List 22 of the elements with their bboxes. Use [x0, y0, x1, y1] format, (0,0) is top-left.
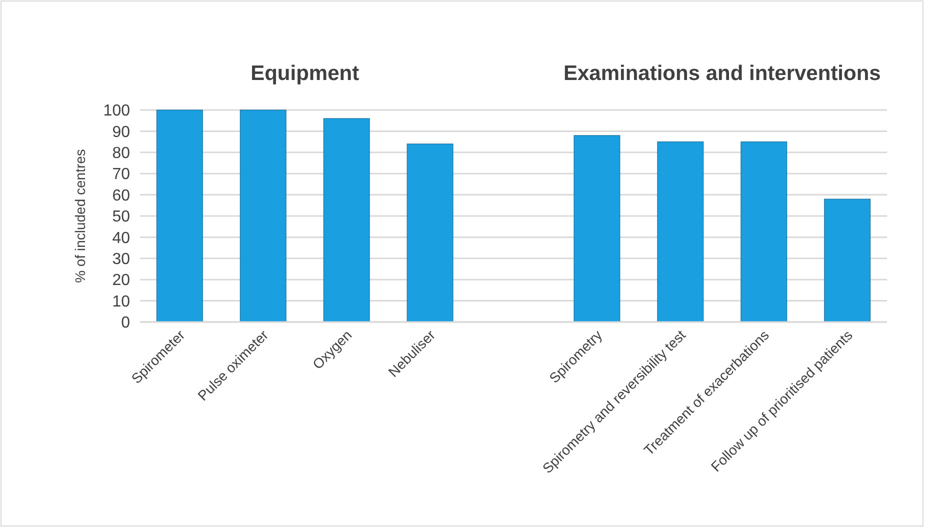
- y-tick-label: 90: [112, 124, 130, 141]
- text: Equipment: [250, 62, 360, 85]
- bar: [323, 118, 370, 322]
- bar: [574, 135, 620, 322]
- y-tick-label: 50: [112, 208, 130, 226]
- bar: [406, 144, 454, 322]
- y-tick-label: 100: [103, 102, 130, 120]
- y-tick-label: 60: [112, 187, 130, 204]
- y-tick-label: 0: [121, 314, 130, 332]
- bar: [156, 110, 203, 322]
- bar: [824, 198, 871, 322]
- y-tick-label: 40: [112, 230, 130, 247]
- bar: [740, 142, 788, 322]
- text: Examinations and interventions: [563, 62, 881, 85]
- bar: [657, 142, 704, 322]
- y-tick-label: 30: [112, 251, 130, 268]
- y-axis-title: % of included centres: [72, 149, 88, 283]
- y-tick-label: 10: [112, 293, 130, 310]
- y-tick-label: 70: [112, 166, 130, 184]
- y-tick-label: 20: [112, 272, 130, 290]
- y-tick-label: 80: [112, 145, 130, 162]
- bar: [240, 110, 286, 322]
